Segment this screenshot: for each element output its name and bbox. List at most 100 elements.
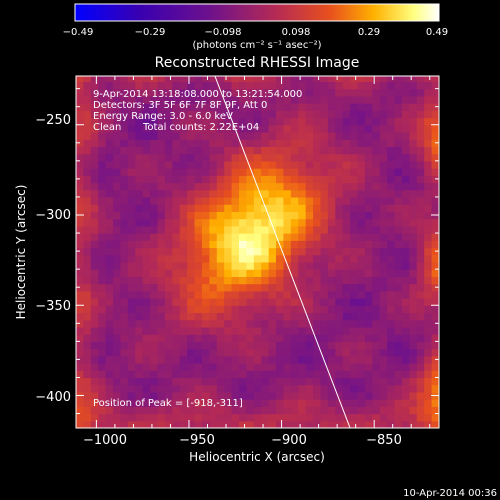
heatmap-cell	[127, 117, 136, 126]
heatmap-cell	[201, 240, 210, 249]
heatmap-cell	[127, 139, 136, 147]
heatmap-cell	[105, 334, 114, 342]
heatmap-cell	[194, 283, 203, 292]
heatmap-cell	[357, 254, 366, 263]
heatmap-cell	[320, 204, 329, 212]
heatmap-cell	[379, 420, 388, 428]
heatmap-cell	[157, 95, 166, 104]
heatmap-cell	[164, 298, 173, 306]
heatmap-cell	[313, 283, 322, 292]
heatmap-cell	[246, 399, 255, 407]
heatmap-cell	[179, 131, 188, 140]
heatmap-cell	[261, 420, 270, 428]
heatmap-cell	[150, 110, 159, 119]
heatmap-cell	[105, 218, 114, 227]
heatmap-cell	[431, 81, 439, 90]
heatmap-cell	[379, 348, 388, 357]
heatmap-cell	[164, 225, 173, 234]
heatmap-cell	[127, 413, 136, 422]
heatmap-cell	[409, 110, 418, 119]
heatmap-cell	[335, 196, 344, 205]
heatmap-cell	[276, 233, 285, 241]
heatmap-cell	[209, 355, 218, 364]
heatmap-cell	[142, 131, 151, 140]
y-tick-label: −300	[35, 208, 71, 223]
heatmap-cell	[298, 326, 307, 335]
heatmap-cell	[187, 110, 196, 119]
heatmap-cell	[231, 196, 240, 205]
heatmap-cell	[416, 225, 425, 234]
heatmap-cell	[416, 348, 425, 357]
heatmap-cell	[350, 233, 359, 241]
heatmap-cell	[83, 204, 92, 212]
heatmap-cell	[172, 290, 181, 299]
heatmap-cell	[416, 370, 425, 379]
heatmap-cell	[342, 334, 351, 342]
heatmap-cell	[409, 139, 418, 147]
heatmap-cell	[201, 370, 210, 379]
heatmap-cell	[120, 168, 129, 176]
heatmap-cell	[290, 247, 299, 256]
heatmap-cell	[201, 261, 210, 270]
heatmap-cell	[120, 196, 129, 205]
heatmap-cell	[201, 88, 210, 97]
heatmap-cell	[424, 160, 433, 169]
heatmap-cell	[416, 269, 425, 277]
heatmap-cell	[290, 319, 299, 328]
heatmap-cell	[261, 88, 270, 97]
heatmap-cell	[127, 399, 136, 407]
heatmap-cell	[150, 254, 159, 263]
heatmap-cell	[142, 276, 151, 285]
heatmap-cell	[253, 76, 262, 83]
heatmap-cell	[372, 218, 381, 227]
heatmap-cell	[416, 326, 425, 335]
heatmap-cell	[105, 312, 114, 321]
heatmap-cell	[364, 355, 373, 364]
heatmap-cell	[298, 261, 307, 270]
heatmap-cell	[401, 211, 410, 220]
heatmap-cell	[261, 399, 270, 407]
heatmap-cell	[372, 204, 381, 212]
heatmap-cell	[342, 189, 351, 198]
heatmap-cell	[342, 348, 351, 357]
heatmap-cell	[238, 110, 247, 119]
heatmap-cell	[216, 341, 225, 350]
x-tick-label: −900	[271, 433, 307, 448]
heatmap-cell	[350, 305, 359, 314]
heatmap-cell	[83, 189, 92, 198]
heatmap-cell	[409, 168, 418, 176]
heatmap-cell	[246, 348, 255, 357]
heatmap-cell	[246, 334, 255, 342]
heatmap-cell	[179, 196, 188, 205]
heatmap-cell	[350, 399, 359, 407]
heatmap-cell	[409, 240, 418, 249]
heatmap-cell	[157, 81, 166, 90]
colorbar-units: (photons cm⁻² s⁻¹ asec⁻²)	[192, 40, 321, 51]
heatmap-cell	[313, 326, 322, 335]
heatmap-cell	[335, 355, 344, 364]
heatmap-cell	[283, 211, 292, 220]
heatmap-cell	[135, 269, 144, 277]
heatmap-cell	[83, 76, 92, 83]
heatmap-cell	[224, 76, 233, 83]
heatmap-cell	[127, 370, 136, 379]
heatmap-cell	[431, 290, 439, 299]
heatmap-cell	[364, 233, 373, 241]
heatmap-cell	[172, 247, 181, 256]
heatmap-cell	[231, 160, 240, 169]
heatmap-cell	[313, 76, 322, 83]
heatmap-cell	[113, 384, 122, 393]
heatmap-cell	[179, 420, 188, 428]
heatmap-cell	[150, 399, 159, 407]
y-tick-label: −250	[35, 113, 71, 128]
heatmap-cell	[424, 218, 433, 227]
heatmap-cell	[246, 103, 255, 111]
heatmap-cell	[142, 370, 151, 379]
heatmap-cell	[157, 298, 166, 306]
heatmap-cell	[105, 103, 114, 111]
heatmap-cell	[157, 341, 166, 350]
heatmap-cell	[98, 211, 107, 220]
heatmap-cell	[157, 413, 166, 422]
heatmap-cell	[305, 290, 314, 299]
heatmap-cell	[342, 103, 351, 111]
